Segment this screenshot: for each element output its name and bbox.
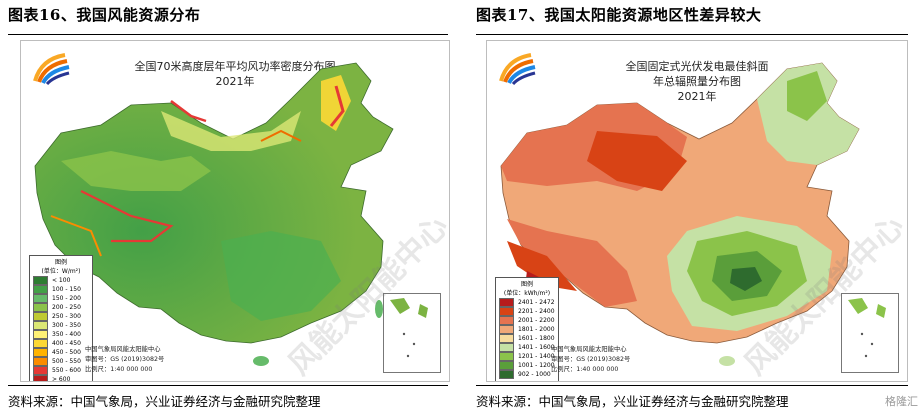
legend-label: 450 - 500: [52, 349, 81, 356]
legend-item: 902 - 1000: [499, 370, 555, 379]
legend-swatch: [33, 357, 48, 366]
credit-scale: 比例尺：1:40 000 000: [551, 366, 619, 373]
legend-item: 550 - 600: [33, 366, 89, 375]
legend-item: 1801 - 2000: [499, 325, 555, 334]
source-rule: [8, 385, 448, 386]
legend-label: 250 - 300: [52, 313, 81, 320]
legend-item: 2001 - 2200: [499, 316, 555, 325]
legend-item: > 600: [33, 375, 89, 382]
legend-swatch: [33, 366, 48, 375]
legend-item: 1201 - 1400: [499, 352, 555, 361]
legend-swatch: [33, 276, 48, 285]
wind-resource-map: 全国70米高度层年平均风功率密度分布图 2021年 图例: [20, 40, 450, 382]
legend-label: 550 - 600: [52, 367, 81, 374]
legend-swatch: [33, 303, 48, 312]
legend-item: 1601 - 1800: [499, 334, 555, 343]
legend-unit: (单位：kWh/m²): [503, 290, 551, 297]
solar-legend: 图例 (单位：kWh/m²) 2401 - 2472 2201 - 2400 200…: [495, 277, 559, 381]
legend-label: 2001 - 2200: [518, 317, 555, 324]
credit-org: 中国气象局风能太阳能中心: [85, 346, 161, 353]
legend-label: 1001 - 1200: [518, 362, 555, 369]
legend-label: 902 - 1000: [518, 371, 551, 378]
figure-16-source: 资料来源：中国气象局，兴业证券经济与金融研究院整理: [8, 394, 321, 409]
legend-item: 300 - 350: [33, 321, 89, 330]
legend-item: 2401 - 2472: [499, 298, 555, 307]
legend-item: 200 - 250: [33, 303, 89, 312]
legend-label: 400 - 450: [52, 340, 81, 347]
legend-item: 250 - 300: [33, 312, 89, 321]
legend-swatch: [499, 370, 514, 379]
legend-swatch: [499, 334, 514, 343]
legend-swatch: [499, 361, 514, 370]
legend-label: 200 - 250: [52, 304, 81, 311]
map-year: 2021年: [215, 75, 255, 88]
source-rule: [476, 385, 908, 386]
legend-label: 2401 - 2472: [518, 299, 555, 306]
wind-legend: 图例 (单位：W/m²) < 100 100 - 150 150 - 200 200 …: [29, 255, 93, 382]
south-china-sea-inset: [841, 293, 899, 373]
legend-label: 1401 - 1600: [518, 344, 555, 351]
legend-swatch: [499, 352, 514, 361]
legend-item: 450 - 500: [33, 348, 89, 357]
solar-resource-map: 全国固定式光伏发电最佳斜面 年总辐照量分布图 2021年 图例 (单位：kWh/…: [486, 40, 908, 382]
figure-16-title: 图表16、我国风能资源分布: [8, 6, 201, 24]
legend-unit: (单位：W/m²): [41, 268, 81, 275]
figure-17-source: 资料来源：中国气象局，兴业证券经济与金融研究院整理: [476, 394, 789, 409]
legend-item: 1001 - 1200: [499, 361, 555, 370]
south-china-sea-inset: [383, 293, 441, 373]
legend-swatch: [499, 316, 514, 325]
legend-swatch: [33, 285, 48, 294]
figure-17-panel: 图表17、我国太阳能资源地区性差异较大 全国固定式光伏发电最佳斜面 年总辐照量分…: [476, 0, 922, 415]
legend-label: 1801 - 2000: [518, 326, 555, 333]
legend-swatch: [499, 307, 514, 316]
legend-swatch: [33, 339, 48, 348]
legend-item: 2201 - 2400: [499, 307, 555, 316]
legend-swatch: [33, 348, 48, 357]
map-subtitle: 年总辐照量分布图: [653, 75, 741, 88]
legend-item: 100 - 150: [33, 285, 89, 294]
credit-scale: 比例尺：1:40 000 000: [85, 366, 153, 373]
legend-title: 图例: [520, 281, 533, 288]
legend-label: 500 - 550: [52, 358, 81, 365]
title-rule: [8, 34, 448, 35]
wind-map-shape: [34, 62, 394, 366]
legend-swatch: [33, 312, 48, 321]
legend-item: 400 - 450: [33, 339, 89, 348]
cma-logo-icon: [499, 53, 536, 85]
legend-swatch: [499, 343, 514, 352]
legend-item: 350 - 400: [33, 330, 89, 339]
legend-label: 1601 - 1800: [518, 335, 555, 342]
map-year: 2021年: [677, 90, 717, 103]
credit-approval: 审图号：GS (2019)3082号: [551, 356, 631, 363]
legend-label: 300 - 350: [52, 322, 81, 329]
legend-label: < 100: [52, 277, 71, 284]
legend-item: 1401 - 1600: [499, 343, 555, 352]
credit-org: 中国气象局风能太阳能中心: [551, 346, 627, 353]
legend-swatch: [33, 321, 48, 330]
legend-swatch: [499, 298, 514, 307]
map-title: 全国固定式光伏发电最佳斜面: [625, 60, 769, 73]
map-title: 全国70米高度层年平均风功率密度分布图: [134, 60, 336, 73]
legend-swatch: [33, 375, 48, 381]
legend-label: 150 - 200: [52, 295, 81, 302]
legend-swatch: [499, 325, 514, 334]
legend-label: > 600: [52, 376, 71, 382]
solar-map-shape: [500, 62, 860, 366]
legend-item: 150 - 200: [33, 294, 89, 303]
title-rule: [476, 34, 908, 35]
legend-title: 图例: [54, 259, 67, 266]
corner-badge: 格隆汇: [885, 395, 918, 408]
legend-label: 1201 - 1400: [518, 353, 555, 360]
legend-item: 500 - 550: [33, 357, 89, 366]
figure-16-panel: 图表16、我国风能资源分布 全国70米高度层年平均风功率密度分布图 2021年: [8, 0, 454, 415]
credit-approval: 审图号：GS (2019)3082号: [85, 356, 165, 363]
legend-item: < 100: [33, 276, 89, 285]
cma-logo-icon: [33, 53, 70, 85]
legend-label: 100 - 150: [52, 286, 81, 293]
legend-swatch: [33, 294, 48, 303]
legend-swatch: [33, 330, 48, 339]
figure-17-title: 图表17、我国太阳能资源地区性差异较大: [476, 6, 762, 24]
legend-label: 2201 - 2400: [518, 308, 555, 315]
legend-label: 350 - 400: [52, 331, 81, 338]
